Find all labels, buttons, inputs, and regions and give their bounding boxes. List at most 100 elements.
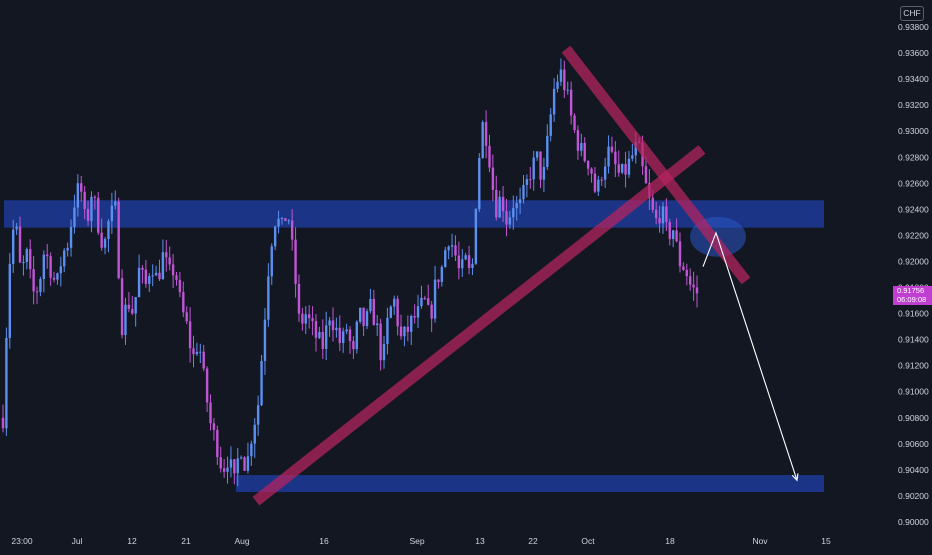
candle-body: [566, 89, 569, 91]
candle-body: [695, 287, 699, 294]
candle-body: [100, 232, 103, 248]
y-tick-label: 0.93800: [898, 22, 929, 32]
candle-body: [90, 196, 93, 221]
candle-body: [478, 158, 481, 210]
candle-body: [580, 142, 583, 151]
candle-body: [233, 459, 236, 474]
x-tick-label: 21: [181, 536, 191, 546]
candle-body: [359, 307, 362, 322]
candle-body: [631, 155, 634, 159]
candle-body: [556, 81, 559, 89]
candle-body: [63, 250, 66, 267]
candle-body: [467, 255, 471, 268]
candle-body: [583, 142, 586, 161]
candle-body: [399, 326, 403, 337]
y-tick-label: 0.93400: [898, 74, 929, 84]
candle-body: [590, 168, 593, 174]
candle-body: [243, 457, 246, 471]
candle-body: [301, 313, 304, 324]
candle-body: [542, 166, 546, 180]
candle-body: [603, 166, 607, 180]
candle-body: [634, 141, 637, 156]
currency-label[interactable]: CHF: [900, 6, 924, 21]
candle-body: [658, 218, 661, 224]
candle-body: [440, 266, 444, 282]
candle-body: [685, 269, 688, 277]
candle-body: [671, 230, 675, 240]
candle-body: [651, 197, 654, 210]
candle-body: [226, 467, 229, 472]
candle-body: [348, 329, 352, 342]
last-price-tag: 0.91756 06:09:08: [893, 286, 932, 305]
candle-body: [151, 275, 154, 277]
candle-body: [454, 245, 457, 256]
candle-body: [552, 88, 556, 115]
candle-body: [515, 203, 518, 209]
support-zone: [236, 475, 824, 493]
x-tick-label: Sep: [409, 536, 424, 546]
candle-body: [103, 238, 107, 248]
candle-body: [270, 246, 273, 277]
candle-body: [212, 423, 216, 430]
candle-body: [376, 323, 379, 326]
candle-body: [32, 269, 35, 292]
candle-body: [393, 298, 396, 307]
time-axis[interactable]: 23:00 Jul 12 21 Aug 16 Sep 13 22 Oct 18 Nov 15: [11, 536, 831, 546]
y-tick-label: 0.91000: [898, 387, 929, 397]
candle-body: [668, 222, 671, 240]
x-tick-label: Nov: [752, 536, 768, 546]
candle-body: [474, 209, 478, 264]
candle-body: [539, 151, 542, 180]
candle-body: [175, 275, 178, 280]
candle-body: [76, 183, 80, 208]
candle-body: [263, 319, 267, 361]
candle-body: [260, 360, 263, 406]
candle-body: [277, 218, 280, 227]
candle-body: [297, 283, 301, 314]
candle-body: [546, 135, 549, 167]
candle-body: [437, 279, 440, 282]
candle-body: [607, 146, 610, 167]
price-axis[interactable]: 0.90000 0.90200 0.90400 0.90600 0.90800 0.910…: [898, 22, 929, 527]
candle-body: [433, 279, 437, 319]
candle-body: [386, 317, 389, 344]
candle-body: [144, 269, 148, 284]
candle-body: [420, 298, 423, 307]
candle-body: [563, 69, 566, 91]
candle-body: [29, 249, 32, 270]
candle-body: [148, 276, 151, 284]
candle-body: [154, 272, 158, 276]
y-tick-label: 0.91400: [898, 335, 929, 345]
candle-body: [304, 314, 307, 324]
bar-countdown: 06:09:08: [897, 295, 927, 304]
candle-body: [488, 145, 491, 168]
candle-body: [256, 405, 260, 425]
candle-body: [597, 179, 600, 192]
last-price-value: 0.91756: [897, 286, 925, 295]
candle-body: [5, 337, 8, 429]
y-tick-label: 0.90400: [898, 465, 929, 475]
candle-body: [161, 252, 165, 280]
candle-body: [229, 459, 233, 468]
candle-body: [481, 122, 484, 159]
y-tick-label: 0.91200: [898, 361, 929, 371]
candle-body: [287, 220, 290, 222]
candle-body: [620, 164, 624, 173]
y-tick-label: 0.90200: [898, 491, 929, 501]
candle-body: [692, 284, 695, 288]
candle-body: [107, 221, 110, 239]
x-tick-label: 12: [127, 536, 137, 546]
candle-body: [331, 320, 335, 331]
candle-body: [624, 164, 627, 175]
candle-body: [294, 239, 297, 284]
candle-body: [97, 197, 100, 233]
candle-body: [627, 158, 631, 175]
y-tick-label: 0.93200: [898, 100, 929, 110]
candle-body: [131, 308, 134, 314]
candle-body: [219, 457, 222, 469]
candle-body: [501, 196, 505, 212]
candle-body: [205, 368, 209, 403]
candle-body: [518, 199, 522, 204]
